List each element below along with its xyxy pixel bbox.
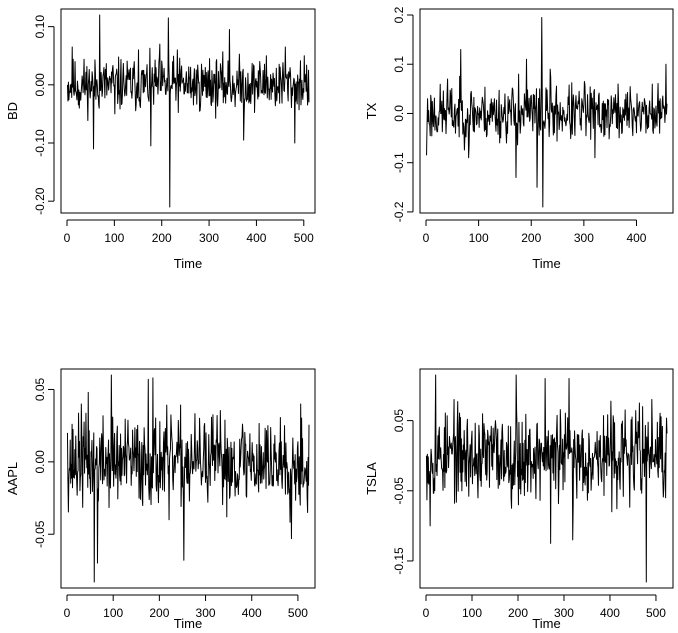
- y-tick-label: 0.05: [392, 409, 406, 433]
- x-tick-label: 300: [574, 231, 594, 245]
- y-tick-label: 0.0: [392, 105, 406, 122]
- plot-frame: [419, 8, 674, 214]
- x-tick-label: 300: [196, 606, 216, 620]
- x-tick-label: 100: [104, 231, 124, 245]
- x-tick-label: 100: [469, 231, 489, 245]
- x-tick-label: 400: [246, 231, 266, 245]
- plot-frame: [60, 368, 316, 589]
- x-tick-label: 500: [288, 606, 308, 620]
- x-tick-label: 0: [64, 231, 71, 245]
- x-tick-label: 100: [103, 606, 123, 620]
- y-axis-title: BD: [5, 102, 20, 120]
- x-tick-label: 500: [294, 231, 314, 245]
- y-tick-label: 0.1: [392, 56, 406, 73]
- chart-panel-bd: 0 100 200 300 400 500 -0.20 -0.10 0.00 0.10 Time BD: [5, 8, 316, 271]
- y-tick-label: -0.15: [392, 547, 406, 575]
- x-tick-label: 200: [521, 231, 541, 245]
- x-axis-title: Time: [532, 256, 560, 271]
- x-axis-title: Time: [174, 256, 202, 271]
- y-tick-label: -0.10: [33, 129, 47, 157]
- x-tick-label: 0: [423, 231, 430, 245]
- plot-frame: [60, 8, 316, 214]
- chart-panel-tsla: 0 100 200 300 400 500 -0.15 -0.05 0.05 Time TSLA: [364, 368, 674, 631]
- chart-panel-tx: 0 100 200 300 400 -0.2 -0.1 0.0 0.1 0.2 Time TX: [364, 6, 674, 271]
- chart-panel-aapl: 0 100 200 300 400 500 -0.05 0.00 0.05 Time AAPL: [5, 368, 316, 631]
- x-axis-title: Time: [532, 616, 560, 631]
- y-tick-label: -0.2: [392, 201, 406, 222]
- x-tick-label: 200: [152, 231, 172, 245]
- series-line-tsla: [425, 374, 668, 583]
- x-tick-label: 400: [626, 231, 646, 245]
- y-tick-label: 0.2: [392, 6, 406, 23]
- y-tick-label: -0.05: [33, 520, 47, 548]
- x-tick-label: 0: [423, 606, 430, 620]
- y-tick-label: 0.00: [33, 450, 47, 474]
- series-line-tx: [426, 16, 668, 208]
- x-tick-label: 500: [646, 606, 666, 620]
- x-tick-label: 0: [64, 606, 71, 620]
- x-tick-label: 200: [149, 606, 169, 620]
- y-tick-label: -0.05: [392, 477, 406, 505]
- x-tick-label: 200: [508, 606, 528, 620]
- y-axis-title: TX: [364, 102, 379, 119]
- y-tick-label: 0.10: [33, 15, 47, 39]
- x-tick-label: 300: [554, 606, 574, 620]
- x-tick-label: 300: [199, 231, 219, 245]
- x-tick-label: 400: [242, 606, 262, 620]
- y-tick-label: 0.00: [33, 73, 47, 97]
- x-axis-title: Time: [174, 616, 202, 631]
- y-axis-title: TSLA: [364, 462, 379, 495]
- y-tick-label: -0.1: [392, 152, 406, 173]
- y-axis-title: AAPL: [5, 462, 20, 495]
- x-tick-label: 100: [462, 606, 482, 620]
- series-line-aapl: [66, 374, 310, 583]
- x-tick-label: 400: [600, 606, 620, 620]
- y-tick-label: 0.05: [33, 377, 47, 401]
- y-tick-label: -0.20: [33, 187, 47, 215]
- plot-frame: [419, 368, 674, 589]
- series-line-bd: [66, 14, 310, 208]
